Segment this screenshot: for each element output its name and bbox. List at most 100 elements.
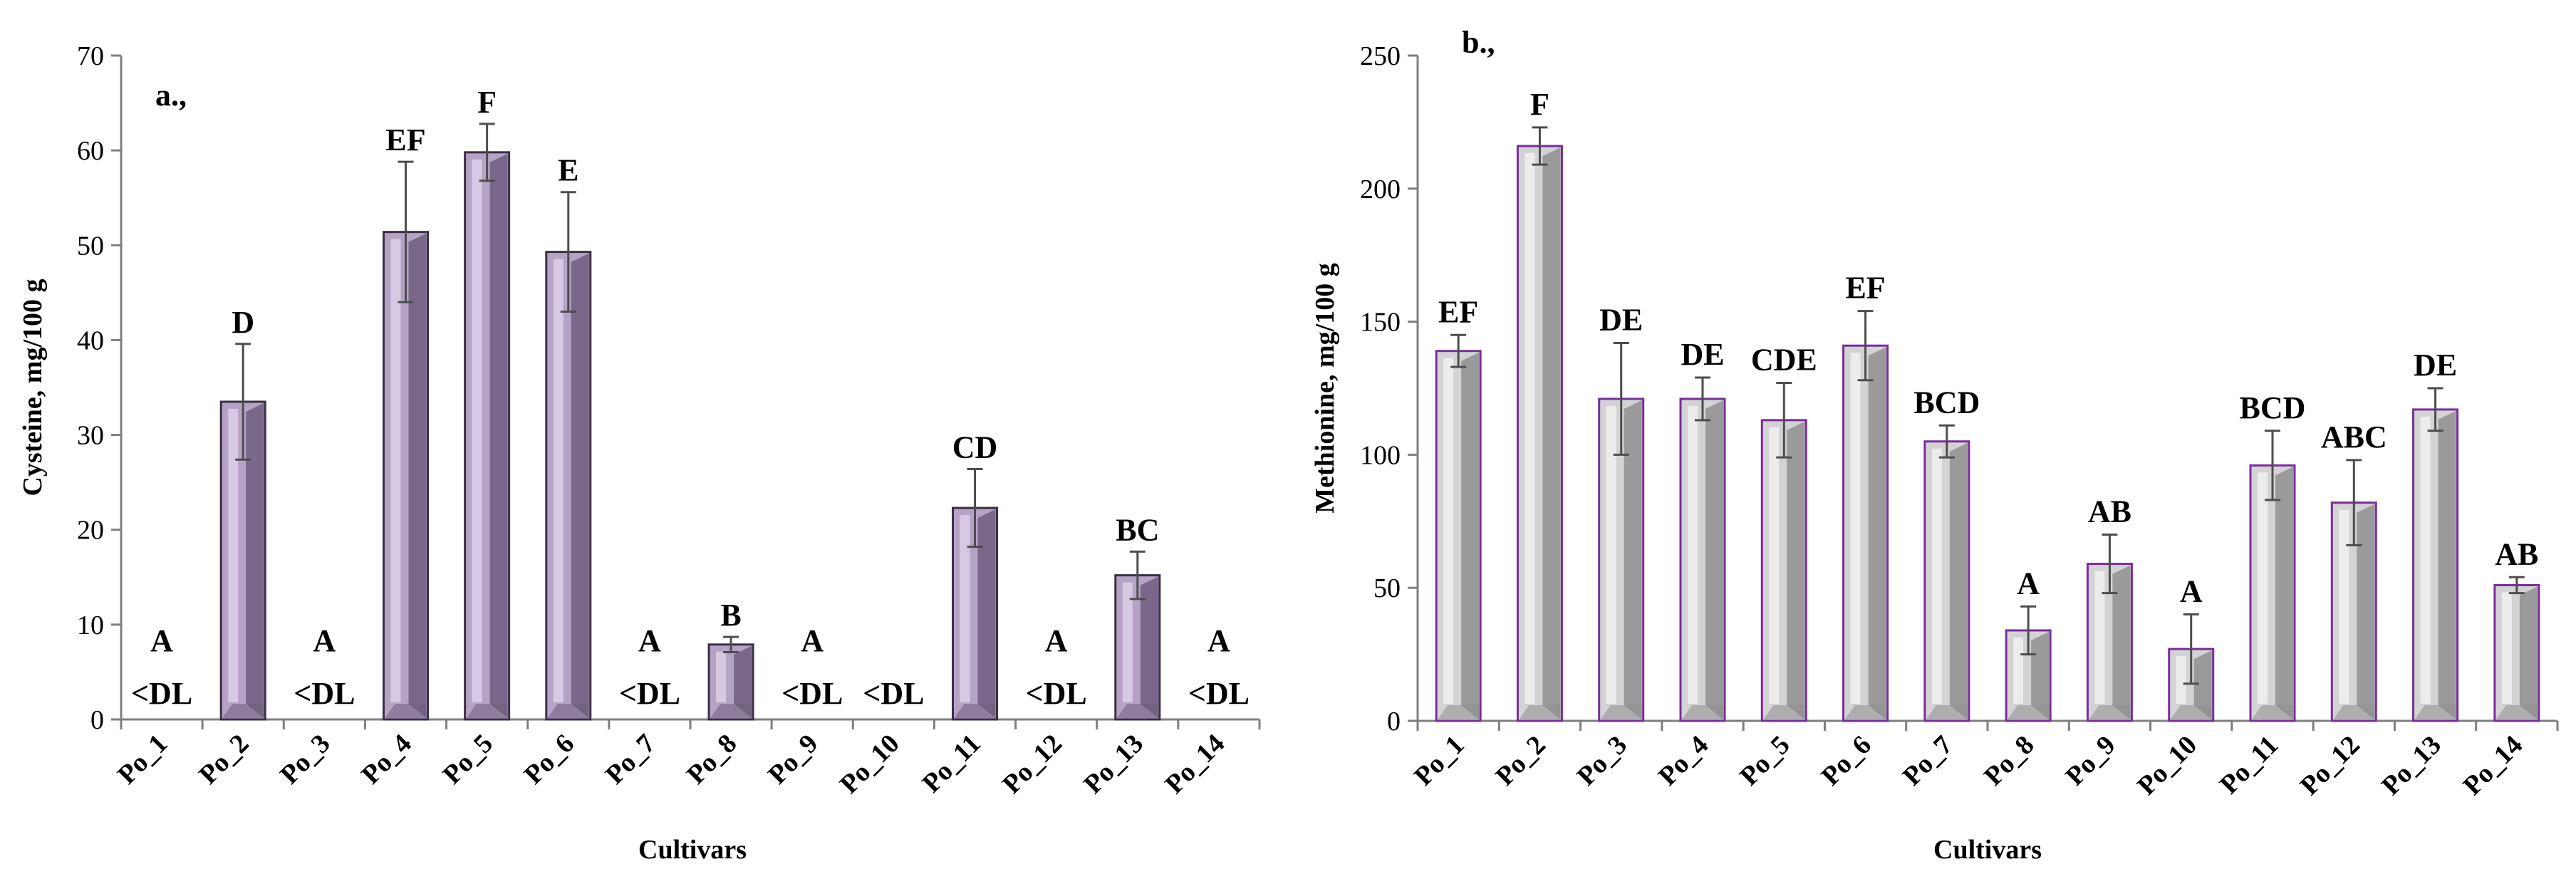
bar-bottom-bevel <box>1926 705 1968 719</box>
bar-highlight <box>1850 353 1861 704</box>
significance-letter: CDE <box>1751 343 1817 378</box>
bar-bottom-bevel <box>2170 705 2212 719</box>
x-tick-label: Po_7 <box>1897 730 1958 791</box>
bar <box>1923 440 1970 722</box>
panel-label: a., <box>155 78 187 113</box>
significance-letter: B <box>720 598 741 633</box>
bar <box>952 506 998 721</box>
bar-highlight <box>2094 571 2105 704</box>
error-bar <box>560 191 576 313</box>
bar <box>1679 397 1726 722</box>
x-axis-title: Cultivars <box>1933 835 2042 865</box>
x-tick-label: Po_1 <box>1408 730 1470 791</box>
significance-letter: A <box>2180 574 2203 609</box>
x-tick-label: Po_10 <box>834 729 905 800</box>
bar-highlight <box>1769 427 1780 704</box>
y-tick-label: 100 <box>1360 440 1401 470</box>
below-detection-label: <DL <box>863 676 924 711</box>
x-tick-label: Po_6 <box>1816 730 1877 791</box>
y-tick-label: 50 <box>77 231 104 261</box>
bar-bottom-bevel <box>1438 705 1480 719</box>
x-tick-label: Po_14 <box>2457 730 2528 801</box>
below-detection-label: <DL <box>294 676 355 711</box>
bar-bottom-bevel <box>2252 705 2293 719</box>
x-tick-label: Po_12 <box>2295 730 2366 801</box>
bar-highlight <box>1122 582 1133 702</box>
bar-bottom-bevel <box>1600 705 1642 719</box>
y-tick-label: 200 <box>1360 175 1401 204</box>
bar-highlight <box>1606 405 1616 704</box>
error-bar <box>1450 333 1467 368</box>
bar-shade <box>1542 147 1561 720</box>
x-tick-label: Po_7 <box>600 729 661 790</box>
significance-letter: A <box>150 623 173 658</box>
bar-bottom-bevel <box>1682 705 1723 719</box>
bar-bottom-bevel <box>1519 705 1561 719</box>
error-bar <box>1532 126 1548 166</box>
significance-letter: D <box>232 305 254 340</box>
y-tick-label: 150 <box>1360 308 1401 338</box>
x-tick-label: Po_10 <box>2131 730 2203 801</box>
below-detection-label: <DL <box>619 676 680 711</box>
bar <box>383 231 429 721</box>
y-axis-title: Cysteine, mg/100 g <box>18 279 48 496</box>
significance-letter: F <box>477 85 497 120</box>
significance-letter: A <box>1045 623 1068 658</box>
significance-letter: A <box>313 623 336 658</box>
x-tick-label: Po_2 <box>1490 730 1551 791</box>
bar-highlight <box>472 159 482 702</box>
significance-letter: A <box>801 623 824 658</box>
y-tick-label: 60 <box>77 136 104 166</box>
error-bar <box>235 343 251 461</box>
significance-letter: DE <box>1599 302 1643 337</box>
error-bar <box>2346 459 2362 546</box>
bar <box>707 643 754 721</box>
bar <box>2412 408 2459 722</box>
bar-highlight <box>553 259 564 702</box>
bar-bottom-bevel <box>466 704 508 718</box>
error-bar <box>2102 533 2118 595</box>
y-tick-label: 10 <box>77 610 104 640</box>
x-tick-label: Po_5 <box>437 729 499 790</box>
bar-shade <box>734 645 752 718</box>
error-bar <box>2265 430 2280 501</box>
below-detection-label: <DL <box>1026 676 1087 711</box>
x-tick-label: Po_5 <box>1734 730 1795 791</box>
bar-shade <box>1949 442 1968 719</box>
bar-shade <box>2193 650 2212 719</box>
y-tick-label: 20 <box>77 516 104 546</box>
bar-shade <box>1868 347 1886 719</box>
significance-letter: E <box>558 153 578 188</box>
x-tick-label: Po_3 <box>274 729 336 790</box>
y-tick-label: 40 <box>77 326 104 355</box>
bar-shade <box>2519 586 2538 719</box>
bar <box>1842 344 1889 722</box>
chart-panel-a: 0 10 20 30 40 50 60 70 Po_1 <DL A Po_2 D Po_3 <DL A Po_4… <box>18 41 1261 865</box>
below-detection-label: <DL <box>1188 676 1250 711</box>
bar <box>1760 419 1807 722</box>
bar-shade <box>2275 467 2293 719</box>
bar-bottom-bevel <box>1844 705 1886 719</box>
bar <box>1435 350 1482 722</box>
x-tick-label: Po_1 <box>112 729 173 790</box>
bar-bottom-bevel <box>2008 705 2050 719</box>
x-tick-label: Po_12 <box>997 729 1068 800</box>
bar-shade <box>2438 410 2456 719</box>
significance-letter: AB <box>2088 494 2131 529</box>
bar-bottom-bevel <box>385 704 427 718</box>
bar-highlight <box>1688 405 1698 704</box>
bar-highlight <box>2339 509 2349 704</box>
y-tick-label: 30 <box>77 421 104 451</box>
y-axis-title: Methionine, mg/100 g <box>1310 263 1340 513</box>
x-tick-label: Po_13 <box>1078 729 1149 800</box>
bar-shade <box>1140 576 1158 718</box>
x-tick-label: Po_11 <box>916 729 986 799</box>
y-tick-label: 0 <box>1387 707 1401 737</box>
bar-highlight <box>390 239 401 702</box>
below-detection-label: <DL <box>131 676 192 711</box>
bar-bottom-bevel <box>1763 705 1805 719</box>
bar-shade <box>571 253 589 718</box>
bar-highlight <box>2176 656 2186 704</box>
significance-letter: CD <box>952 430 998 465</box>
